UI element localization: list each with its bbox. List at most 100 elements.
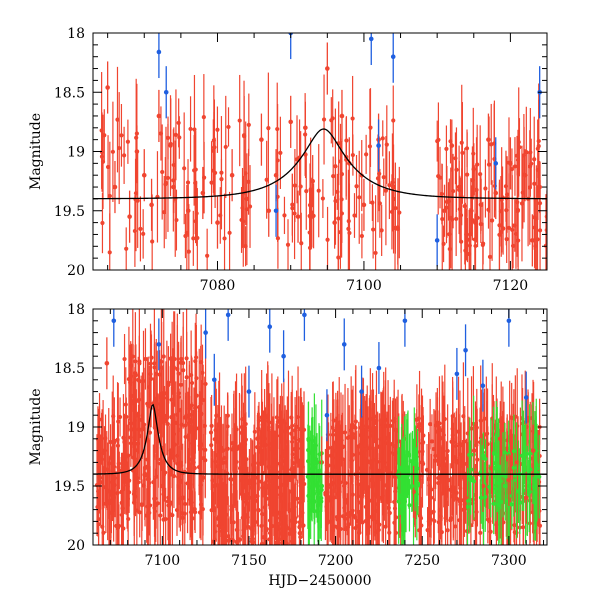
data-point — [478, 418, 483, 423]
red-data-point — [497, 436, 503, 442]
blue-data-point — [376, 143, 381, 148]
data-point — [417, 528, 422, 533]
data-point — [511, 449, 517, 454]
data-point — [483, 186, 488, 191]
data-point — [108, 439, 113, 445]
data-point — [543, 243, 547, 248]
red-data-point — [350, 424, 356, 430]
data-point — [241, 219, 246, 224]
data-point — [292, 446, 297, 452]
data-point — [460, 150, 465, 156]
data-point — [533, 244, 538, 249]
data-point — [469, 426, 474, 431]
data-point — [124, 246, 129, 251]
blue-data-point — [390, 54, 396, 59]
data-point — [227, 230, 232, 235]
green-data-point — [309, 477, 314, 483]
red-data-point — [141, 172, 147, 178]
red-data-point — [530, 448, 536, 453]
data-point — [100, 524, 105, 529]
y-tick-label: 19 — [67, 145, 85, 161]
data-point — [451, 490, 456, 495]
data-point — [439, 191, 444, 197]
red-data-point — [111, 495, 117, 501]
data-point — [139, 427, 144, 432]
y-tick-label: 20 — [67, 538, 85, 554]
red-data-point — [390, 184, 396, 190]
data-point — [415, 483, 421, 488]
data-point — [176, 120, 181, 125]
data-point — [326, 463, 331, 468]
data-point — [301, 427, 307, 432]
data-point — [451, 440, 456, 445]
red-data-point — [255, 436, 260, 442]
y-axis-title: Magnitude — [28, 113, 44, 190]
data-point — [289, 431, 294, 436]
red-data-point — [493, 190, 499, 196]
data-point — [177, 484, 182, 489]
data-point — [122, 153, 127, 158]
data-point — [242, 524, 247, 529]
data-point — [133, 373, 138, 378]
data-point — [126, 516, 131, 522]
data-point — [360, 520, 365, 525]
bottom-panel: 7100 7150 7200 7250 7300 18 18.5 19 19.5 20 Magnit… — [28, 302, 548, 589]
data-point — [107, 250, 112, 255]
data-point — [265, 413, 270, 418]
data-point — [529, 161, 534, 166]
blue-data-point — [211, 377, 217, 383]
blue-data-point — [273, 208, 279, 214]
data-point — [359, 444, 364, 450]
y-tick-label: 20 — [67, 263, 85, 279]
data-point — [457, 207, 462, 212]
blue-data-point — [402, 318, 408, 324]
data-point — [231, 520, 236, 525]
data-point — [454, 216, 459, 221]
data-point — [143, 356, 148, 362]
red-data-point — [463, 495, 468, 501]
data-point — [485, 517, 490, 522]
red-data-point — [419, 460, 425, 465]
data-point — [384, 468, 389, 474]
red-data-point — [437, 436, 442, 442]
red-data-point — [478, 202, 484, 208]
data-point — [281, 453, 287, 458]
red-data-point — [229, 172, 235, 178]
data-point — [407, 452, 412, 458]
data-point — [483, 456, 488, 462]
data-point — [532, 225, 537, 230]
data-point — [218, 476, 223, 481]
red-data-point — [220, 448, 226, 453]
red-data-point — [464, 232, 469, 237]
data-point — [252, 429, 257, 434]
data-point — [163, 391, 169, 396]
data-point — [130, 354, 135, 359]
data-point — [396, 499, 401, 504]
data-point — [157, 412, 162, 417]
red-data-point — [298, 483, 304, 489]
red-data-point — [266, 208, 272, 214]
red-data-point — [508, 161, 513, 166]
red-data-point — [442, 208, 447, 214]
data-point — [115, 117, 120, 122]
x-tick-label: 7120 — [493, 278, 529, 294]
scatter-cloud — [99, 66, 547, 270]
data-point — [146, 477, 151, 482]
series-red-points — [99, 337, 536, 536]
data-point — [178, 382, 184, 387]
data-point — [532, 157, 537, 162]
data-point — [380, 136, 385, 141]
data-point — [537, 523, 543, 528]
data-point — [365, 492, 370, 497]
data-point — [437, 507, 443, 512]
red-data-point — [471, 448, 477, 453]
data-point — [338, 230, 343, 235]
data-point — [364, 432, 369, 437]
blue-data-point — [493, 161, 499, 166]
data-point — [115, 443, 121, 448]
data-point — [277, 537, 282, 542]
data-point — [161, 413, 167, 418]
data-point — [480, 242, 485, 248]
data-point — [380, 497, 385, 502]
data-point — [394, 428, 399, 433]
